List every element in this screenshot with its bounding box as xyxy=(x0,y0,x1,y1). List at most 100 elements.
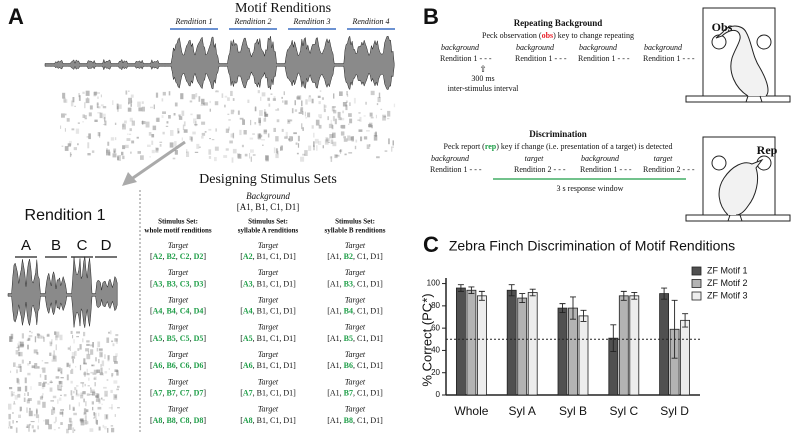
spectrogram xyxy=(302,111,304,115)
spectrogram xyxy=(318,140,322,145)
set-item: B1 xyxy=(257,334,266,343)
spectrogram xyxy=(224,95,228,98)
spectrogram xyxy=(73,390,75,394)
spectrogram xyxy=(208,156,212,159)
spectrogram xyxy=(333,93,335,99)
arrow-head xyxy=(122,172,137,186)
spectrogram xyxy=(53,355,57,362)
spectrogram xyxy=(191,94,196,100)
spectrogram xyxy=(100,94,102,98)
spectrogram xyxy=(114,414,116,417)
spectrogram xyxy=(27,372,31,376)
set-item: B7 xyxy=(166,388,175,397)
spectrogram xyxy=(49,387,53,392)
key-label: Rep xyxy=(757,143,778,157)
spectrogram xyxy=(183,129,188,133)
set-item: C1 xyxy=(357,279,366,288)
y-tick-label: 0 xyxy=(436,390,441,399)
set-item: ] xyxy=(203,361,206,370)
spectrogram xyxy=(149,156,151,158)
spectrogram xyxy=(48,424,52,430)
spectrogram xyxy=(174,141,177,147)
panel-label: A xyxy=(8,4,24,29)
spectrogram xyxy=(53,421,56,424)
spectrogram xyxy=(72,359,74,364)
set-item: , xyxy=(279,306,283,315)
spectrogram xyxy=(92,373,97,375)
spectrogram xyxy=(57,367,61,372)
spectrogram xyxy=(254,107,257,112)
spectrogram xyxy=(69,404,71,410)
spectrogram xyxy=(85,118,88,120)
spectrogram xyxy=(138,107,143,112)
spectrogram xyxy=(346,94,349,97)
spectrogram xyxy=(194,123,198,126)
spectrogram xyxy=(52,395,57,399)
spectrogram xyxy=(250,149,254,153)
spectrogram xyxy=(82,391,86,395)
spectrogram xyxy=(393,103,396,108)
panel-label: B xyxy=(423,4,439,29)
x-tick-label: Syl C xyxy=(609,404,638,418)
spectrogram xyxy=(85,401,87,407)
spectrogram xyxy=(337,111,341,118)
set-item: [ xyxy=(240,279,243,288)
spectrogram xyxy=(114,361,118,364)
spectrogram xyxy=(215,128,217,132)
spectrogram xyxy=(141,101,144,104)
set-item: , xyxy=(176,279,180,288)
spectrogram xyxy=(45,419,50,425)
spectrogram xyxy=(84,415,87,421)
spectrogram xyxy=(186,149,188,153)
window-label: 3 s response window xyxy=(557,184,624,193)
target-label: Target xyxy=(258,323,279,332)
spectrogram xyxy=(101,360,105,367)
spectrogram xyxy=(57,399,59,404)
spectrogram xyxy=(287,119,291,124)
spectrogram xyxy=(103,386,107,389)
spectrogram xyxy=(17,379,20,385)
spectrogram xyxy=(131,100,133,103)
spectrogram xyxy=(110,330,112,335)
spectrogram xyxy=(17,393,21,398)
operant-box: Obs xyxy=(685,7,791,103)
spectrogram xyxy=(82,383,84,388)
spectrogram xyxy=(52,406,54,409)
set-item: A3 xyxy=(243,279,253,288)
spectrogram xyxy=(150,106,153,109)
spectrogram xyxy=(94,119,98,122)
set-item: , xyxy=(253,361,257,370)
spectrogram xyxy=(73,147,77,151)
instruction: Peck report (rep) key if change (i.e. pr… xyxy=(444,142,673,151)
spectrogram xyxy=(62,92,66,99)
spectrogram xyxy=(387,110,391,117)
spectrogram xyxy=(261,92,266,97)
set-item: , xyxy=(353,306,357,315)
spectrogram xyxy=(28,335,33,338)
spectrogram xyxy=(332,116,335,122)
spectrogram xyxy=(60,422,63,425)
spectrogram xyxy=(13,403,16,405)
sequence-label: background xyxy=(579,43,618,52)
spectrogram xyxy=(72,406,75,411)
set-item: , xyxy=(366,334,370,343)
spectrogram xyxy=(16,346,19,349)
spectrogram xyxy=(313,132,315,138)
spectrogram xyxy=(339,91,343,96)
spectrogram xyxy=(370,116,374,119)
spectrogram xyxy=(83,362,87,365)
set-item: ] xyxy=(380,279,383,288)
set-item: , xyxy=(366,361,370,370)
spectrogram xyxy=(29,330,31,333)
spectrogram xyxy=(329,134,334,139)
spectrogram xyxy=(128,97,132,104)
error-bar xyxy=(610,324,617,352)
spectrogram xyxy=(52,354,56,360)
spectrogram xyxy=(368,122,373,128)
spectrogram xyxy=(117,385,120,388)
set-item: A5 xyxy=(243,334,253,343)
spectrogram xyxy=(60,385,62,391)
spectrogram xyxy=(52,407,55,411)
set-item: [ xyxy=(240,334,243,343)
spectrogram xyxy=(264,111,267,117)
